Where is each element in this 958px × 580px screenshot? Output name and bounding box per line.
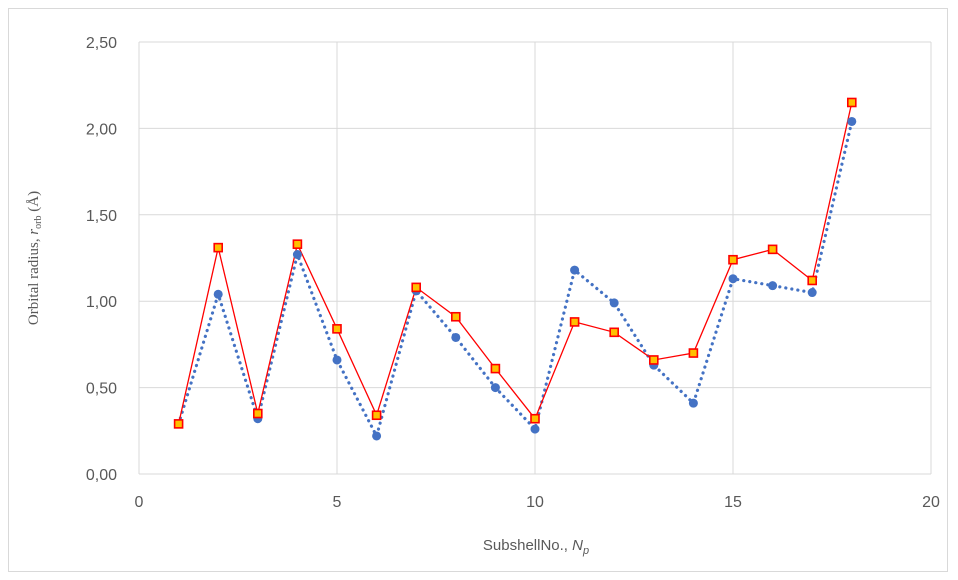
series-1-point xyxy=(451,332,461,342)
x-tick-label: 5 xyxy=(333,494,342,511)
series-1-line xyxy=(177,119,854,441)
series-1-point xyxy=(768,281,778,291)
series-2-point xyxy=(530,413,540,424)
series-2-point xyxy=(846,97,857,108)
series-1-point xyxy=(372,431,382,441)
x-tick-label: 20 xyxy=(922,494,940,511)
series-markers xyxy=(173,97,857,441)
series-2-point xyxy=(213,242,223,253)
series-1-point xyxy=(213,289,223,299)
series-1-point xyxy=(292,250,302,260)
series-2-point xyxy=(292,239,303,249)
series-2-point xyxy=(767,244,778,255)
series-1-point xyxy=(728,274,738,284)
series-1-point xyxy=(570,265,580,275)
series-2-point xyxy=(728,254,738,265)
series-2-point xyxy=(807,275,818,286)
series-2-point xyxy=(569,317,580,327)
x-tick-labels: 0 5 10 15 20 xyxy=(135,494,940,511)
series-1-point xyxy=(847,116,857,126)
series-lines xyxy=(177,102,854,441)
x-axis-label: SubshellNo., Np xyxy=(483,537,589,557)
y-axis-label: Orbital radius, rorb (Å) xyxy=(26,191,44,325)
y-tick-label: 2,00 xyxy=(86,121,117,138)
x-tick-label: 0 xyxy=(135,494,144,511)
y-tick-label: 1,00 xyxy=(86,294,117,311)
y-tick-label: 1,50 xyxy=(86,208,117,225)
x-tick-label: 15 xyxy=(724,494,742,511)
series-1-point xyxy=(332,355,342,365)
series-2-point xyxy=(688,348,699,358)
series-2-point xyxy=(253,408,263,419)
y-tick-labels: 0,00 0,50 1,00 1,50 2,00 2,50 xyxy=(86,35,117,484)
series-2-point xyxy=(173,419,184,429)
series-2-line xyxy=(177,102,853,425)
series-2-point xyxy=(411,282,422,293)
series-2-point xyxy=(450,311,461,322)
y-tick-label: 2,50 xyxy=(86,35,117,52)
y-tick-label: 0,00 xyxy=(86,467,117,484)
series-1-point xyxy=(530,424,540,434)
series-2-point xyxy=(332,324,342,334)
series-1-point xyxy=(609,298,619,308)
series-2-point xyxy=(648,355,659,365)
y-tick-label: 0,50 xyxy=(86,381,117,398)
series-2-point xyxy=(371,410,382,421)
series-1-point xyxy=(490,383,500,393)
series-1-point xyxy=(688,398,698,408)
x-tick-label: 10 xyxy=(526,494,544,511)
series-2-point xyxy=(490,363,501,374)
series-2-point xyxy=(609,327,620,338)
series-1-point xyxy=(807,288,817,298)
